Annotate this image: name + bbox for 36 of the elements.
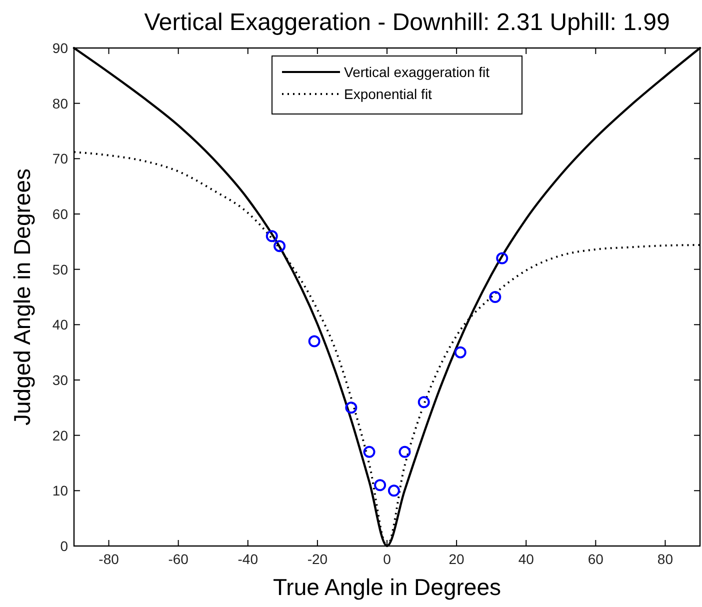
y-tick-label: 10 <box>52 482 68 499</box>
y-axis-title: Judged Angle in Degrees <box>9 168 35 426</box>
x-tick-label: 40 <box>518 551 534 567</box>
x-tick-label: -60 <box>168 551 189 567</box>
y-tick-label: 60 <box>52 206 68 222</box>
point <box>398 446 411 458</box>
x-tick-label: 60 <box>588 551 604 567</box>
point <box>308 335 320 348</box>
point <box>489 291 502 303</box>
y-tick-label: 40 <box>52 316 68 333</box>
y-tick-label: 80 <box>52 95 68 112</box>
y-tick-label: 20 <box>52 427 68 444</box>
legend-label: Vertical exaggeration fit <box>344 64 490 80</box>
y-tick-label: 0 <box>60 538 68 554</box>
y-tick-label: 30 <box>52 372 68 388</box>
y-tick-label: 50 <box>52 261 68 278</box>
x-tick-label: -40 <box>238 551 258 567</box>
x-tick-label: 20 <box>448 551 465 567</box>
legend-label: Exponential fit <box>344 86 432 102</box>
x-axis-title: True Angle in Degrees <box>272 574 502 600</box>
point <box>345 402 358 414</box>
x-tick-label: -80 <box>98 551 120 567</box>
y-tick-label: 70 <box>52 150 68 167</box>
point <box>363 446 376 458</box>
point <box>274 240 286 252</box>
point <box>454 346 466 358</box>
chart-title: Vertical Exaggeration - Downhill: 2.31 Uphill: 1.99 <box>144 9 670 36</box>
x-tick-label: 0 <box>383 551 392 567</box>
y-tick-label: 90 <box>52 40 68 56</box>
x-tick-label: 80 <box>657 551 674 567</box>
x-tick-label: -20 <box>307 551 328 567</box>
point <box>496 252 508 264</box>
point <box>266 230 278 242</box>
point <box>374 479 386 492</box>
point <box>418 396 430 408</box>
point <box>388 484 400 497</box>
